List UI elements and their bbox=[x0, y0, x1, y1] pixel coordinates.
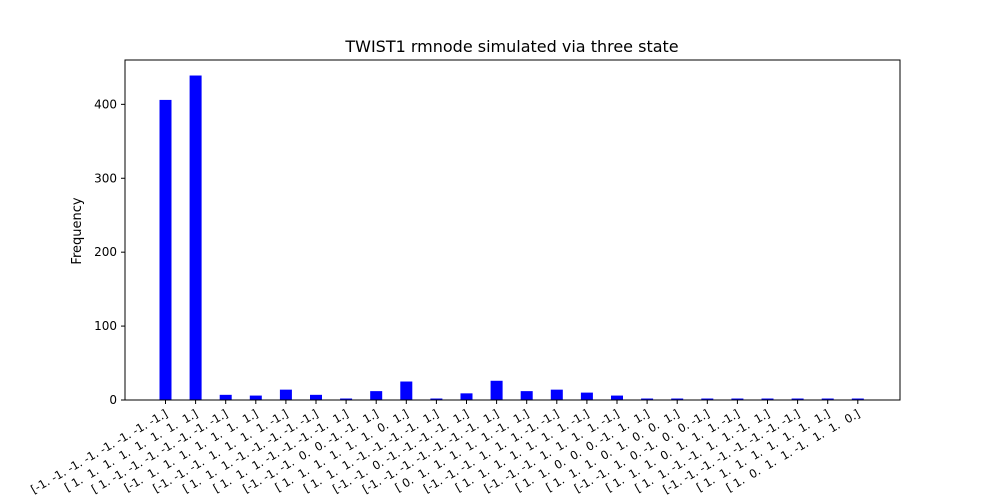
bar bbox=[370, 391, 383, 400]
bar bbox=[279, 389, 292, 400]
y-tick-label: 100 bbox=[94, 319, 117, 333]
bar bbox=[641, 398, 654, 400]
bar bbox=[671, 398, 684, 400]
bar bbox=[310, 394, 322, 400]
bar bbox=[430, 398, 443, 400]
bar bbox=[851, 398, 864, 400]
bar bbox=[821, 398, 834, 400]
bar bbox=[159, 99, 172, 400]
chart-title: TWIST1 rmnode simulated via three state bbox=[344, 37, 678, 56]
y-axis-label: Frequency bbox=[70, 197, 85, 264]
bar bbox=[219, 394, 232, 400]
y-tick-label: 200 bbox=[94, 245, 117, 259]
bar bbox=[580, 392, 593, 400]
bar bbox=[520, 391, 533, 400]
bar bbox=[550, 389, 563, 400]
plot-frame bbox=[124, 59, 901, 401]
bar bbox=[611, 395, 623, 400]
x-axis: [-1. -1. -1. -1. -1. -1. -1. -1.][ 1. 1.… bbox=[28, 400, 862, 496]
bar bbox=[189, 75, 202, 401]
bar bbox=[761, 398, 774, 400]
bar bbox=[249, 395, 262, 400]
bar bbox=[340, 398, 353, 400]
bar bbox=[490, 380, 503, 400]
bar bbox=[400, 381, 413, 400]
bar bbox=[460, 393, 473, 400]
y-tick-label: 300 bbox=[94, 171, 117, 185]
y-tick-label: 0 bbox=[109, 393, 117, 407]
bar bbox=[731, 398, 744, 400]
bar bbox=[701, 398, 714, 400]
y-axis: 0 100 200 300 400 bbox=[94, 97, 125, 407]
bar bbox=[791, 398, 804, 400]
y-tick-label: 400 bbox=[94, 97, 117, 111]
bars-group bbox=[159, 75, 864, 401]
